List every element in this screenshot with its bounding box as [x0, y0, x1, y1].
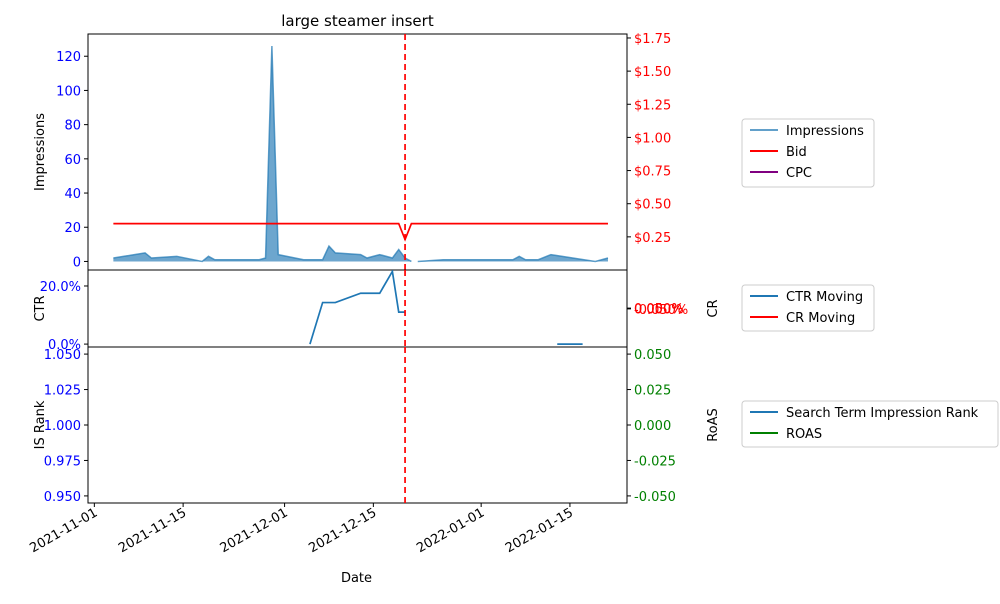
- right-tick-label: 0.000%: [634, 303, 684, 318]
- y-axis-label-left: Impressions: [33, 113, 48, 191]
- chart-title: large steamer insert: [281, 12, 434, 30]
- legend-label: CTR Moving: [786, 290, 863, 305]
- left-tick-label: 1.025: [44, 384, 81, 399]
- left-tick-label: 20.0%: [40, 280, 81, 295]
- y-axis-label-right: RoAS: [706, 408, 721, 442]
- legend-label: CR Moving: [786, 311, 855, 326]
- left-tick-label: 0: [73, 255, 81, 270]
- legend-label: CPC: [786, 166, 812, 181]
- panel-impressions: 0 20 40 60 80 100 120 $0.25 $0.50 $0.75 $1.00 $1.25…: [33, 32, 671, 271]
- panel-ctr: 0.0% 20.0% -0.050%0.000%0.050% CTR CR: [33, 269, 721, 353]
- left-tick-label: 100: [56, 84, 81, 99]
- right-tick-label: $0.75: [634, 165, 671, 180]
- bid-line: [113, 222, 608, 242]
- panel-frame: [87, 269, 628, 348]
- y-axis-label-left: CTR: [33, 295, 48, 321]
- right-tick-label: $0.50: [634, 198, 671, 213]
- impressions-line: [417, 253, 609, 263]
- right-tick-label: 0.000: [634, 419, 671, 434]
- x-tick-label: 2021-11-15: [116, 505, 189, 556]
- right-tick-label: -0.050: [634, 490, 676, 505]
- x-tick-label: 2022-01-15: [503, 505, 576, 556]
- right-tick-label: $1.25: [634, 98, 671, 113]
- legend-rank: Search Term Impression Rank ROAS: [741, 400, 999, 448]
- impressions-line: [113, 45, 412, 263]
- x-tick-label: 2022-01-01: [414, 505, 487, 556]
- left-tick-label: 1.050: [44, 348, 81, 363]
- plot-area: [113, 45, 609, 263]
- x-tick-label: 2021-12-15: [306, 505, 379, 556]
- legend-label: Impressions: [786, 124, 864, 139]
- right-tick-label: $1.50: [634, 65, 671, 80]
- left-tick-label: 0.950: [44, 490, 81, 505]
- legend-ctr: CTR Moving CR Moving: [741, 284, 875, 332]
- x-tick-label: 2021-12-01: [218, 505, 291, 556]
- legend-label: ROAS: [786, 427, 822, 442]
- left-tick-label: 120: [56, 50, 81, 65]
- left-tick-label: 0.975: [44, 454, 81, 469]
- right-tick-label: 0.025: [634, 384, 671, 399]
- y-axis-label-right: CR: [706, 299, 721, 317]
- right-tick-label: 0.050%: [634, 302, 684, 317]
- legend-box: [741, 118, 875, 188]
- legend-impressions: Impressions Bid CPC: [741, 118, 875, 188]
- impressions-area: [113, 45, 412, 262]
- y-axis-label-left: IS Rank: [33, 400, 48, 449]
- left-tick-label: 60: [64, 153, 81, 168]
- panel-rank: 0.950 0.975 1.000 1.025 1.050 -0.050 -0.025 0.0…: [33, 346, 721, 505]
- ctr-moving-line: [309, 270, 406, 345]
- legend-box: [741, 400, 999, 448]
- right-tick-label: 0.050: [634, 348, 671, 363]
- right-tick-label: -0.025: [634, 454, 676, 469]
- panel-frame: [87, 33, 628, 271]
- right-tick-label: $1.00: [634, 131, 671, 146]
- right-tick-label: $1.75: [634, 32, 671, 47]
- left-tick-label: 20: [64, 221, 81, 236]
- left-tick-label: 80: [64, 119, 81, 134]
- left-tick-label: 40: [64, 187, 81, 202]
- legend-label: Search Term Impression Rank: [786, 406, 979, 421]
- x-tick-label: 2021-11-01: [27, 505, 100, 556]
- left-tick-label: 0.0%: [48, 338, 81, 353]
- panel-frame: [87, 346, 628, 504]
- left-tick-label: 1.000: [44, 419, 81, 434]
- right-tick-label: -0.050%: [634, 303, 688, 318]
- right-tick-label: $0.25: [634, 231, 671, 246]
- legend-label: Bid: [786, 145, 807, 160]
- plot-area: [309, 270, 583, 345]
- x-axis-label: Date: [341, 571, 372, 586]
